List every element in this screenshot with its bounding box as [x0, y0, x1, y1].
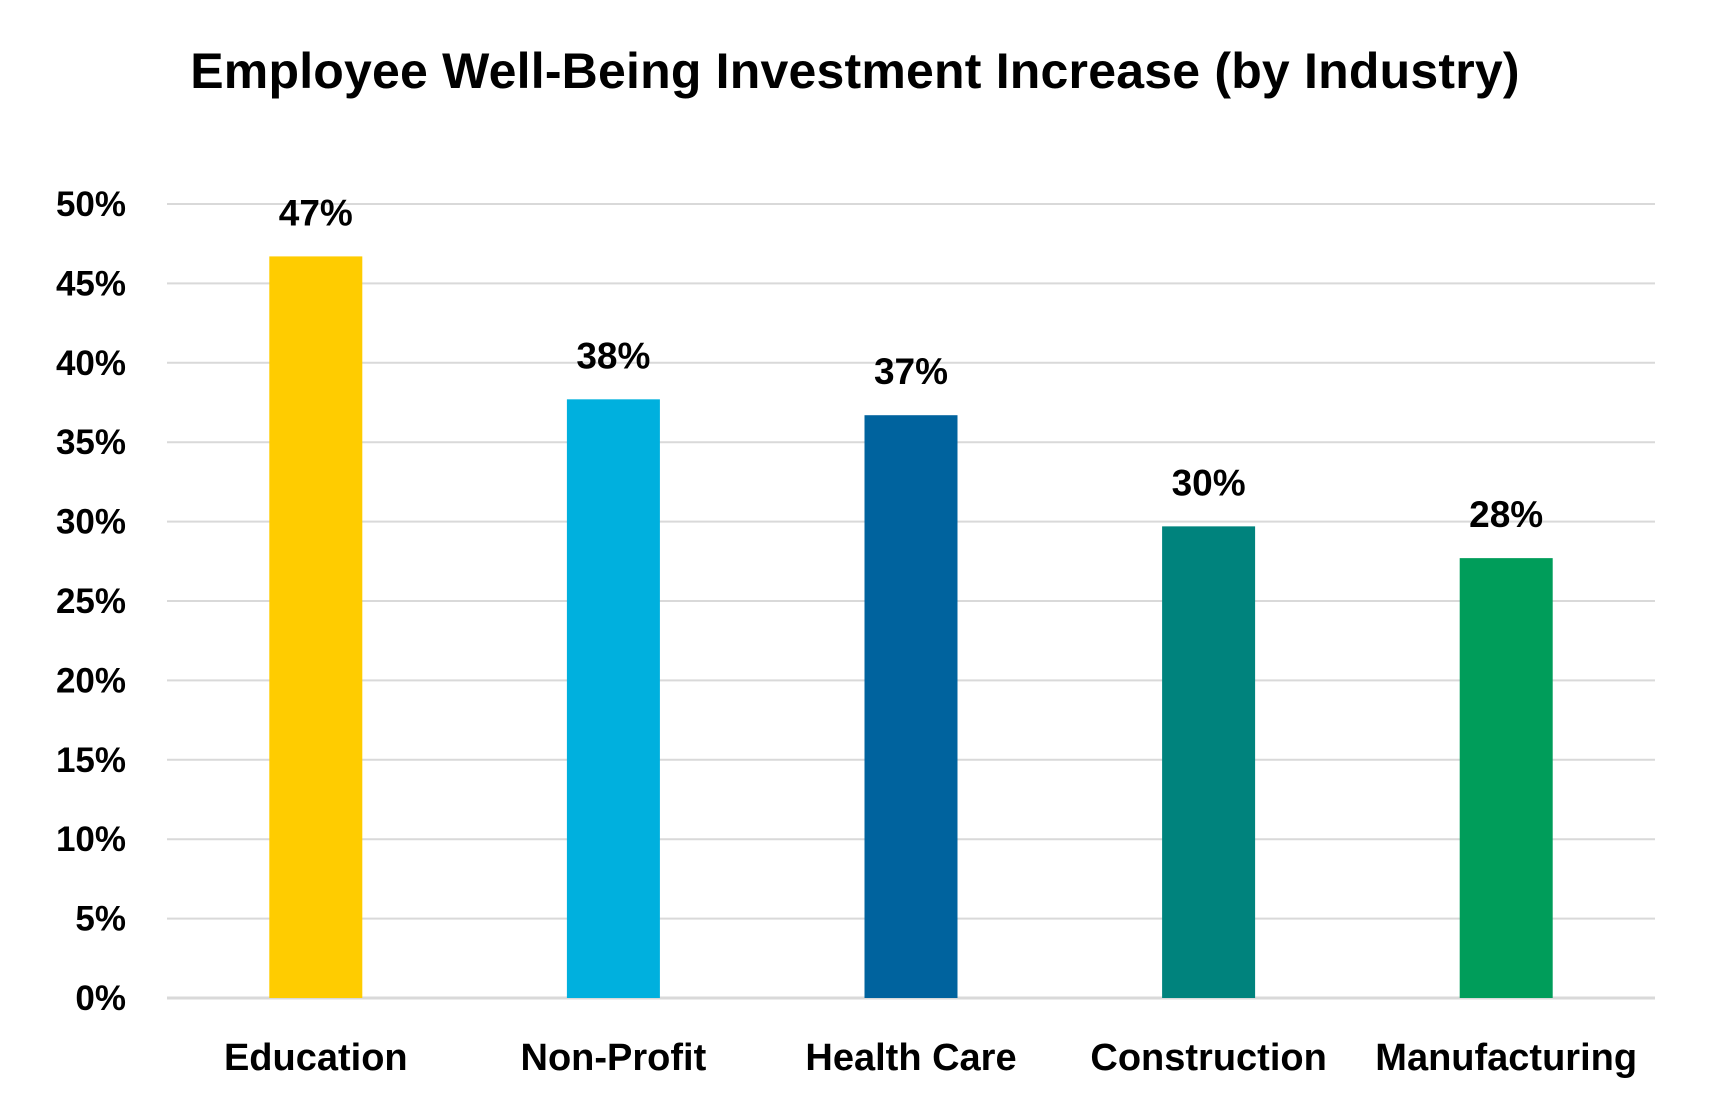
- chart-title: Employee Well-Being Investment Increase …: [190, 43, 1520, 99]
- bar-education: [269, 256, 363, 998]
- category-label: Construction: [1090, 1037, 1326, 1079]
- y-tick-label: 35%: [56, 423, 126, 462]
- bar-manufacturing: [1459, 558, 1553, 998]
- bars: [269, 256, 1553, 999]
- data-labels: 47% 38% 37% 30% 28%: [279, 192, 1543, 535]
- bar-health-care: [864, 415, 958, 999]
- data-label: 37%: [874, 351, 948, 392]
- category-label: Non-Profit: [521, 1037, 707, 1079]
- y-tick-label: 40%: [56, 344, 126, 383]
- x-axis-categories: Education Non-Profit Health Care Constructi…: [224, 1037, 1637, 1079]
- y-tick-label: 50%: [56, 185, 126, 224]
- data-label: 28%: [1469, 494, 1543, 535]
- category-label: Manufacturing: [1375, 1037, 1637, 1079]
- category-label: Education: [224, 1037, 408, 1079]
- y-tick-label: 15%: [56, 741, 126, 780]
- data-label: 47%: [279, 192, 353, 233]
- category-label: Health Care: [805, 1037, 1016, 1079]
- y-tick-label: 45%: [56, 264, 126, 303]
- y-tick-label: 10%: [56, 820, 126, 859]
- y-tick-label: 5%: [75, 900, 126, 939]
- y-tick-label: 25%: [56, 582, 126, 621]
- y-axis-ticks: 0% 5% 10% 15% 20% 25% 30% 35% 40% 45% 50%: [56, 185, 126, 1018]
- data-label: 30%: [1172, 462, 1246, 503]
- y-tick-label: 0%: [75, 979, 126, 1018]
- y-tick-label: 30%: [56, 503, 126, 542]
- y-tick-label: 20%: [56, 661, 126, 700]
- bar-non-profit: [566, 399, 660, 999]
- data-label: 38%: [576, 335, 650, 376]
- bar-construction: [1162, 526, 1256, 998]
